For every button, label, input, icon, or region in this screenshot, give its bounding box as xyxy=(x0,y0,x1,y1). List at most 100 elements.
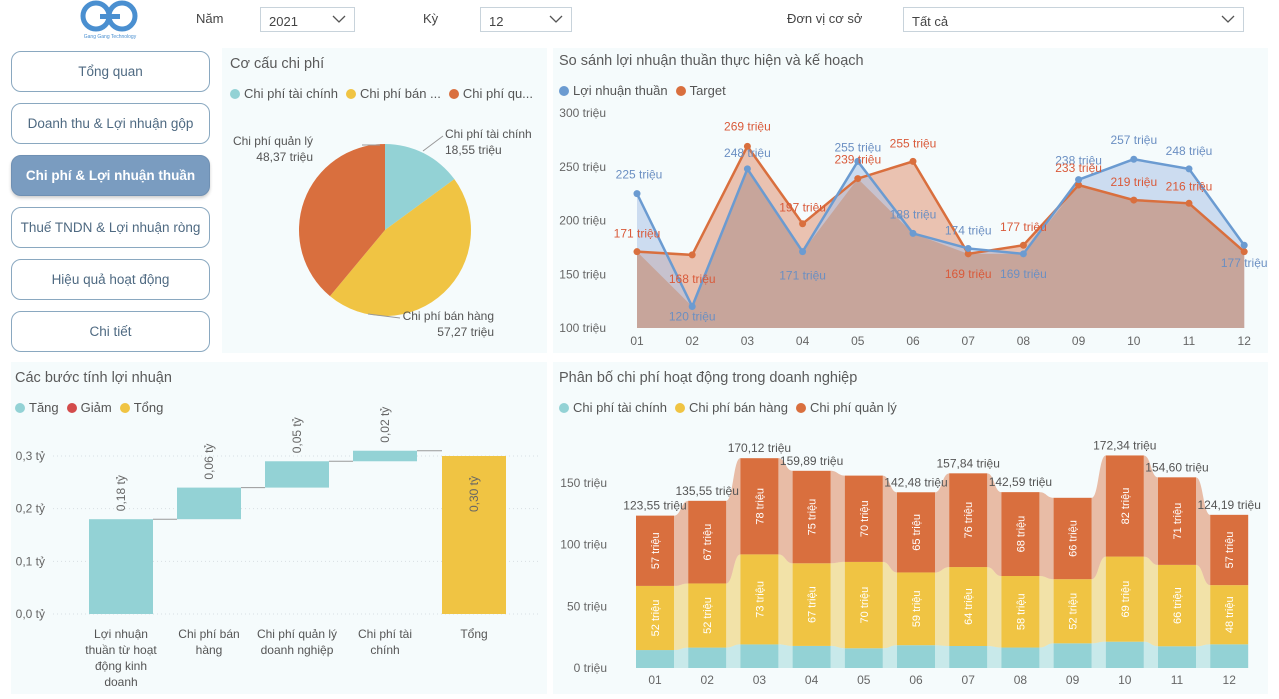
stack-segment-admin[interactable] xyxy=(688,500,727,584)
actual-point[interactable] xyxy=(688,303,696,310)
stack-segment-finance[interactable] xyxy=(1105,641,1144,668)
stack-segment-sales[interactable] xyxy=(636,585,674,651)
actual-point[interactable] xyxy=(1019,250,1027,258)
target-point[interactable] xyxy=(633,248,641,256)
pie-slice[interactable] xyxy=(299,144,385,297)
waterfall-bar[interactable] xyxy=(265,461,329,488)
waterfall-bar[interactable] xyxy=(177,487,241,520)
legend-item[interactable]: Chi phí tài chính xyxy=(230,86,338,101)
stack-segment-finance[interactable] xyxy=(844,648,883,668)
stack-segment-finance[interactable] xyxy=(1210,644,1249,668)
actual-point[interactable] xyxy=(1130,155,1138,163)
stack-segment-admin[interactable] xyxy=(636,515,674,586)
legend-item[interactable]: Tổng xyxy=(119,400,163,415)
target-point[interactable] xyxy=(1075,181,1083,189)
stack-segment-admin[interactable] xyxy=(1053,497,1092,580)
y-tick-label: 0,1 tỷ xyxy=(16,554,45,568)
y-tick-label: 150 triệu xyxy=(559,267,606,281)
stack-segment-finance[interactable] xyxy=(1158,646,1196,668)
nav-button[interactable]: Tổng quan xyxy=(11,51,210,92)
stack-segment-sales[interactable] xyxy=(740,554,779,645)
target-point[interactable] xyxy=(743,142,751,150)
target-point[interactable] xyxy=(1185,199,1193,207)
stack-segment-admin[interactable] xyxy=(1158,477,1196,565)
stack-segment-finance[interactable] xyxy=(792,645,831,668)
legend-item[interactable]: Chi phí tài chính xyxy=(559,400,667,415)
period-select[interactable]: 12 xyxy=(480,7,572,32)
unit-select[interactable]: Tất cả xyxy=(903,7,1244,32)
ribbon xyxy=(674,500,689,586)
actual-point[interactable] xyxy=(1240,241,1248,249)
actual-point[interactable] xyxy=(964,244,972,252)
target-point[interactable] xyxy=(688,251,696,259)
stack-segment-sales[interactable] xyxy=(1210,585,1249,645)
stack-segment-admin[interactable] xyxy=(949,473,988,568)
legend-item[interactable]: Chi phí qu... xyxy=(448,86,533,101)
legend-item[interactable]: Target xyxy=(675,83,726,98)
ribbon xyxy=(726,554,741,648)
stack-segment-sales[interactable] xyxy=(897,572,935,646)
stack-segment-finance[interactable] xyxy=(688,647,727,668)
target-point[interactable] xyxy=(1130,196,1138,204)
target-point[interactable] xyxy=(799,220,807,228)
nav-button[interactable]: Chi tiết xyxy=(11,311,210,352)
legend-item[interactable]: Chi phí bán ... xyxy=(345,86,441,101)
stack-segment-finance[interactable] xyxy=(740,644,779,668)
actual-point[interactable] xyxy=(633,190,641,198)
stack-segment-sales[interactable] xyxy=(1158,564,1196,647)
pie-slice[interactable] xyxy=(329,179,471,316)
stack-segment-admin[interactable] xyxy=(897,492,935,573)
stack-segment-finance[interactable] xyxy=(897,645,935,668)
waterfall-bar[interactable] xyxy=(89,519,153,614)
leader-line xyxy=(422,135,444,152)
stack-segment-admin[interactable] xyxy=(1105,455,1144,557)
stack-segment-sales[interactable] xyxy=(792,563,831,646)
legend-item[interactable]: Giảm xyxy=(66,400,112,415)
stack-segment-finance[interactable] xyxy=(636,650,674,668)
x-tick-label: 12 xyxy=(1223,673,1237,687)
x-tick-label: 08 xyxy=(1017,334,1031,348)
nav-button[interactable]: Hiệu quả hoạt động xyxy=(11,259,210,300)
stack-segment-sales[interactable] xyxy=(1105,556,1144,642)
legend-dot xyxy=(119,402,130,413)
legend-label: Lợi nhuận thuần xyxy=(573,83,668,98)
nav-button[interactable]: Chi phí & Lợi nhuận thuần xyxy=(11,155,210,196)
stack-segment-sales[interactable] xyxy=(1001,576,1040,648)
stack-segment-admin[interactable] xyxy=(792,470,831,564)
stack-segment-admin[interactable] xyxy=(1001,492,1040,577)
legend-item[interactable]: Chi phí bán hàng xyxy=(674,400,788,415)
waterfall-bar[interactable] xyxy=(353,450,417,462)
stack-segment-finance[interactable] xyxy=(1053,643,1092,668)
stack-segment-finance[interactable] xyxy=(1001,647,1040,668)
actual-point[interactable] xyxy=(1075,176,1083,184)
actual-point[interactable] xyxy=(1185,165,1193,173)
ribbon xyxy=(1143,455,1158,565)
target-point[interactable] xyxy=(964,250,972,258)
stack-segment-sales[interactable] xyxy=(688,583,727,648)
actual-point[interactable] xyxy=(743,165,751,173)
stack-segment-admin[interactable] xyxy=(740,458,779,555)
actual-point[interactable] xyxy=(909,229,917,237)
legend-item[interactable]: Tăng xyxy=(15,400,59,415)
stack-segment-sales[interactable] xyxy=(949,567,988,646)
year-select[interactable]: 2021 xyxy=(260,7,355,32)
target-point[interactable] xyxy=(909,157,917,165)
legend-item[interactable]: Chi phí quản lý xyxy=(795,400,897,415)
actual-point[interactable] xyxy=(854,157,862,165)
target-point[interactable] xyxy=(1019,241,1027,249)
legend-item[interactable]: Lợi nhuận thuần xyxy=(559,83,668,98)
nav-button[interactable]: Doanh thu & Lợi nhuận gộp xyxy=(11,103,210,144)
waterfall-bar[interactable] xyxy=(442,456,506,614)
target-point[interactable] xyxy=(1240,248,1248,256)
stack-segment-admin[interactable] xyxy=(1210,514,1249,586)
x-category-label: Tổng xyxy=(460,627,487,641)
pie-slice[interactable] xyxy=(385,144,455,230)
stack-segment-admin[interactable] xyxy=(844,475,883,562)
actual-point[interactable] xyxy=(799,248,807,256)
stack-segment-sales[interactable] xyxy=(1053,579,1092,644)
ribbon xyxy=(830,470,845,564)
stack-segment-finance[interactable] xyxy=(949,645,988,668)
nav-button[interactable]: Thuế TNDN & Lợi nhuận ròng xyxy=(11,207,210,248)
target-point[interactable] xyxy=(854,175,862,183)
stack-segment-sales[interactable] xyxy=(844,561,883,649)
